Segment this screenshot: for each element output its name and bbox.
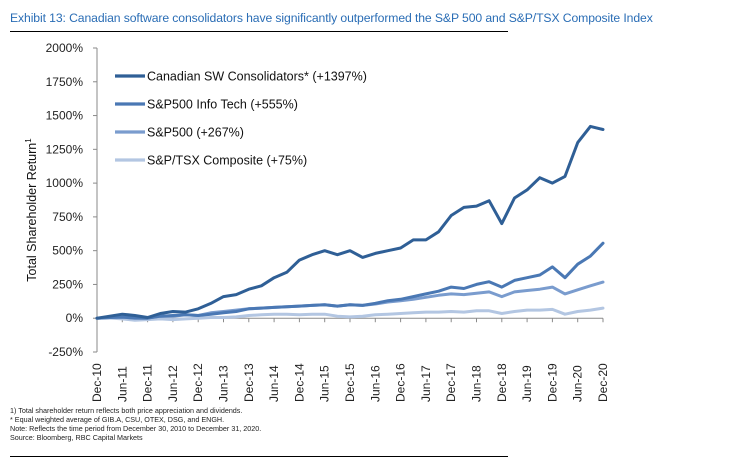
y-axis: -250% 0% 250% 500% 750% 1000% 1250% 1500% 1750% 2… bbox=[46, 41, 98, 359]
x-tick-label: Jun-14 bbox=[267, 365, 281, 402]
x-tick-label: Dec-11 bbox=[141, 364, 155, 402]
x-tick-label: Dec-12 bbox=[191, 363, 205, 402]
x-tick-label: Jun-20 bbox=[571, 365, 585, 402]
footnote-1: 1) Total shareholder return reflects bot… bbox=[10, 406, 243, 415]
series-line-1 bbox=[95, 241, 605, 320]
x-tick-label: Dec-18 bbox=[495, 363, 509, 402]
legend: Canadian SW Consolidators* (+1397%) S&P50… bbox=[115, 70, 367, 168]
y-tick-label: 250% bbox=[52, 277, 83, 291]
legend-label: Canadian SW Consolidators* (+1397%) bbox=[147, 70, 367, 84]
x-tick-label: Dec-13 bbox=[242, 363, 256, 402]
y-axis-label: Total Shareholder Return1 bbox=[24, 138, 39, 282]
x-tick-label: Dec-16 bbox=[394, 363, 408, 402]
legend-label: S&P500 (+267%) bbox=[147, 126, 244, 140]
footnote-marker: 1 bbox=[24, 138, 33, 143]
x-tick-label: Jun-15 bbox=[318, 365, 332, 402]
x-tick-label: Jun-16 bbox=[368, 365, 382, 402]
y-tick-label: 500% bbox=[52, 244, 83, 258]
bottom-divider bbox=[10, 456, 508, 458]
y-tick-label: 750% bbox=[52, 210, 83, 224]
x-tick-label: Dec-14 bbox=[292, 363, 306, 402]
x-tick-label: Jun-17 bbox=[419, 365, 433, 402]
x-axis: Dec-10 Jun-11 Dec-11 Jun-12 Dec-12 Jun-13 Dec-… bbox=[90, 317, 610, 402]
footnotes: 1) Total shareholder return reflects bot… bbox=[10, 406, 261, 442]
chart-title: Exhibit 13: Canadian software consolidat… bbox=[10, 11, 653, 25]
x-tick-label: Jun-11 bbox=[115, 366, 129, 402]
x-tick-label: Jun-19 bbox=[520, 365, 534, 402]
legend-label: S&P/TSX Composite (+75%) bbox=[147, 154, 307, 168]
y-tick-label: 2000% bbox=[46, 41, 84, 55]
x-tick-label: Dec-19 bbox=[545, 363, 559, 402]
footnote-3: Note: Reflects the time period from Dece… bbox=[10, 424, 262, 433]
x-tick-label: Dec-10 bbox=[90, 363, 104, 402]
y-tick-label: 1000% bbox=[46, 176, 84, 190]
legend-label: S&P500 Info Tech (+555%) bbox=[147, 98, 298, 112]
series-line-3 bbox=[95, 306, 605, 322]
x-tick-label: Jun-12 bbox=[166, 365, 180, 402]
footnote-2: * Equal weighted average of GIB.A, CSU, … bbox=[10, 415, 225, 424]
x-tick-label: Dec-20 bbox=[596, 363, 610, 402]
y-tick-label: 1250% bbox=[46, 142, 84, 156]
y-tick-label: 0% bbox=[66, 311, 84, 325]
footnote-4: Source: Bloomberg, RBC Capital Markets bbox=[10, 433, 143, 442]
x-tick-label: Jun-13 bbox=[217, 365, 231, 402]
x-tick-label: Jun-18 bbox=[470, 365, 484, 402]
series-line-0 bbox=[95, 124, 605, 320]
y-tick-label: 1750% bbox=[46, 75, 84, 89]
y-tick-label: 1500% bbox=[46, 109, 84, 123]
title-divider bbox=[10, 31, 508, 33]
x-tick-label: Dec-15 bbox=[343, 363, 357, 402]
series-lines bbox=[95, 124, 605, 322]
x-tick-label: Dec-17 bbox=[444, 363, 458, 402]
y-tick-label: -250% bbox=[48, 345, 83, 359]
